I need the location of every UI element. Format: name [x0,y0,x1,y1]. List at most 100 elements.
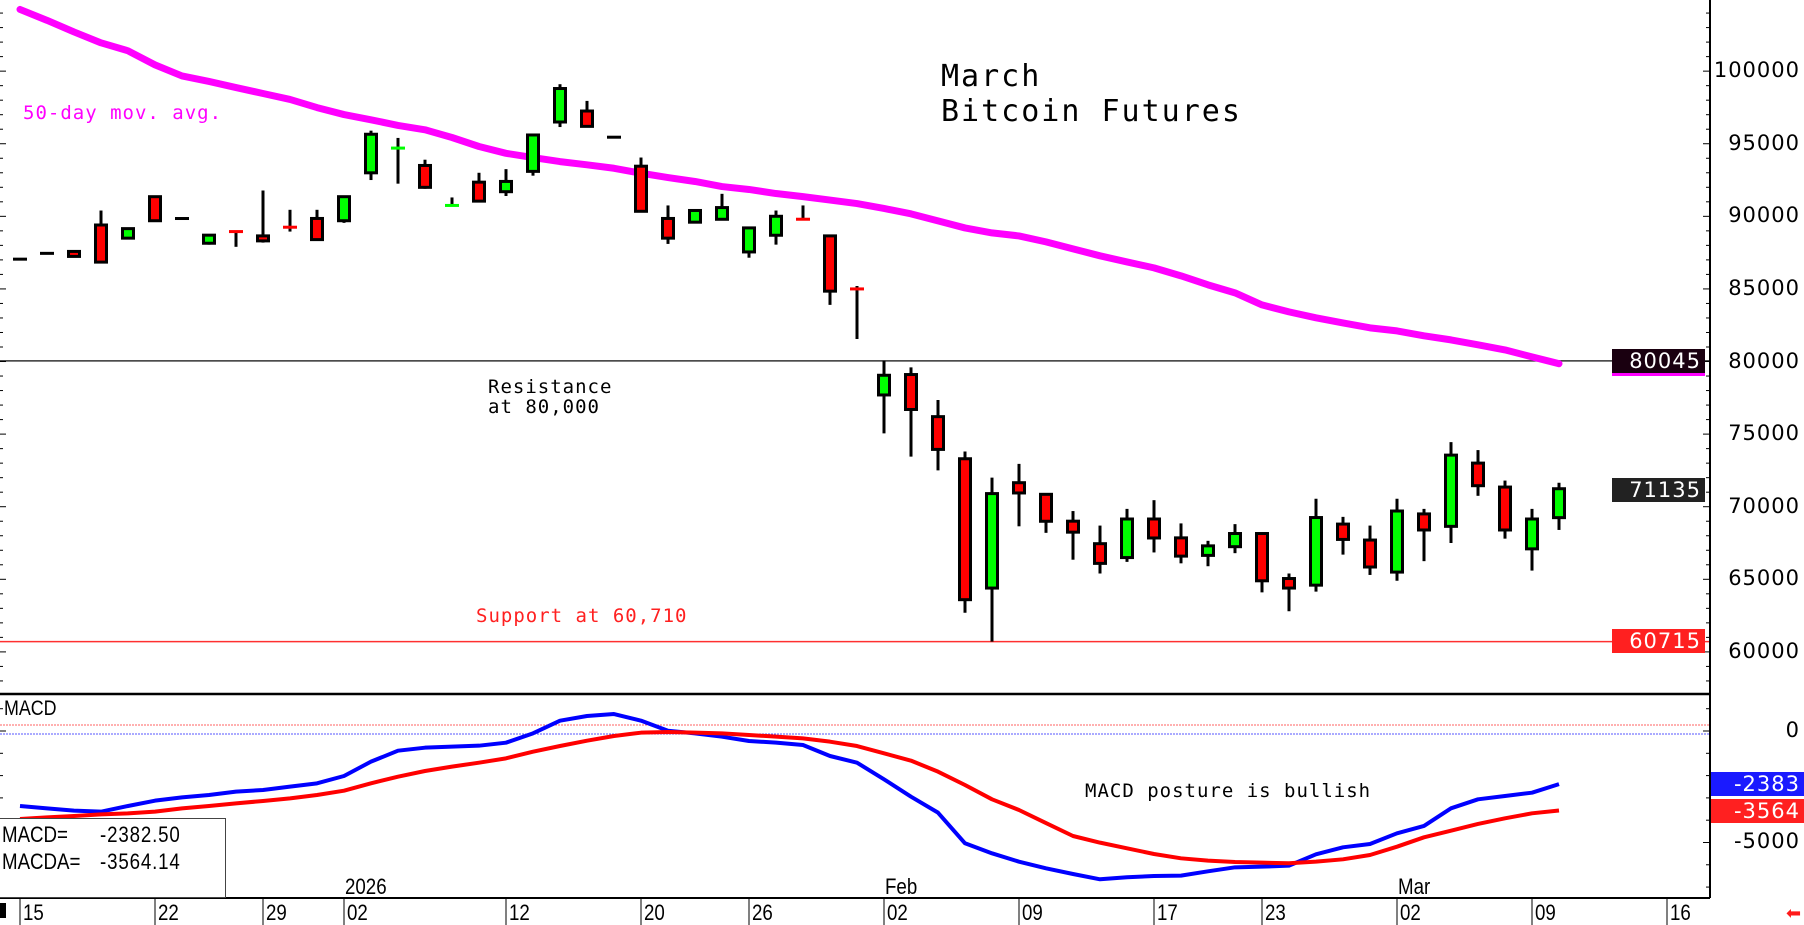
candle-2026-01-06 [391,137,405,184]
candle-2026-02-06 [985,477,999,642]
candle-body [310,216,324,242]
candle-body [202,233,216,245]
candle-2026-01-12 [499,169,513,197]
candle-2025-12-29 [256,190,270,243]
candle-body [67,249,81,258]
candle-2026-03-02 [1390,498,1404,581]
candle-body [553,87,567,124]
candle-body [1174,536,1188,558]
scroll-left-marker[interactable] [0,903,6,918]
candle-2026-02-26 [1336,516,1350,555]
y-tick-label: 80000 [1728,348,1800,373]
candle-2026-01-21 [661,205,675,244]
support-value-label: 60715 [1612,629,1705,653]
candle-2026-03-05 [1471,450,1485,496]
candle-body [580,109,594,128]
candle-body-flat [40,251,54,255]
moving-average-line [16,5,1563,368]
candle-2025-12-17 [67,249,81,258]
y-tick-label: 100000 [1713,58,1800,83]
candle-2026-01-15 [580,100,594,128]
candle-body [1012,481,1026,495]
x-tick-label: 02 [887,900,908,925]
candle-body [1471,461,1485,488]
candle-body [526,133,540,173]
candle-2025-12-24 [202,233,216,245]
candle-body [499,179,513,194]
candle-body [1201,544,1215,557]
candle-2026-02-25 [1309,498,1323,592]
x-tick-label: 12 [509,900,530,925]
candle-2026-02-13 [1120,508,1134,562]
candle-2026-02-10 [1039,492,1053,533]
candle-body [1336,522,1350,541]
x-tick-label: 23 [1265,900,1286,925]
candle-2026-01-27 [769,210,783,245]
resistance-note-line-1: Resistance [488,376,613,398]
candle-2026-03-06 [1498,480,1512,539]
macd-y-tick-label: -5000 [1733,829,1800,854]
macda-readout-value: -3564.14 [100,849,181,874]
x-tick-label: 16 [1670,900,1691,925]
candle-2025-12-18 [94,210,108,264]
candle-body [1255,532,1269,583]
candle-2026-01-30 [850,286,864,340]
macd-signal-line [19,730,1560,866]
y-tick-label: 90000 [1728,203,1800,228]
candle-2025-12-23 [175,217,189,221]
candle-body-flat [391,146,405,150]
x-tick-label: 29 [266,900,287,925]
candle-2026-02-24 [1282,573,1296,612]
candle-body [256,234,270,243]
candle-body [1444,453,1458,528]
y-tick-label: 75000 [1728,421,1800,446]
candle-body [121,227,135,240]
macda-readout-label: MACDA= [2,849,81,874]
candle-body [94,223,108,264]
candle-2026-02-18 [1174,523,1188,564]
candle-body [1552,487,1566,520]
candle-2026-02-23 [1255,532,1269,593]
scroll-right-arrow-icon[interactable]: ⬅ [1786,903,1802,924]
candle-body [1228,532,1242,549]
candle-2026-01-09 [472,172,486,203]
candle-2026-02-19 [1201,540,1215,567]
period-label: Mar [1398,874,1431,899]
candle-body [472,180,486,203]
candle-body-flat [283,225,297,229]
resistance-note-line-2: at 80,000 [488,396,600,418]
candle-2026-02-09 [1012,463,1026,527]
candle-2026-01-23 [715,193,729,221]
candle-body [931,415,945,451]
candle-body [1039,492,1053,523]
candle-2026-03-03 [1417,508,1431,562]
macd-line [19,712,1560,882]
candle-body [904,373,918,411]
candle-body-flat [796,217,810,221]
candle-body-flat [229,230,243,234]
candle-2026-02-17 [1147,500,1161,553]
candle-body [1417,512,1431,532]
candle-body [1363,538,1377,569]
candle-2026-01-22 [688,208,702,224]
y-tick-label: 60000 [1728,638,1800,663]
x-tick-label: 15 [23,900,44,925]
candle-2025-12-30 [283,209,297,232]
candle-body [148,195,162,223]
candle-2026-02-20 [1228,524,1242,554]
candle-body [634,164,648,213]
candle-body [877,373,891,397]
candle-2026-01-08 [445,197,459,207]
y-tick-label: 85000 [1728,275,1800,300]
candle-body [1309,516,1323,587]
candle-2026-01-05 [364,130,378,181]
last-close-value-label: 71135 [1612,478,1705,502]
candle-2025-12-19 [121,227,135,240]
candle-body-flat [445,203,459,207]
candle-2026-01-20 [634,157,648,213]
x-tick-label: 22 [158,900,179,925]
candle-2026-03-09 [1525,508,1539,571]
macd-panel-title: MACD [4,697,57,720]
x-tick-label: 09 [1535,900,1556,925]
